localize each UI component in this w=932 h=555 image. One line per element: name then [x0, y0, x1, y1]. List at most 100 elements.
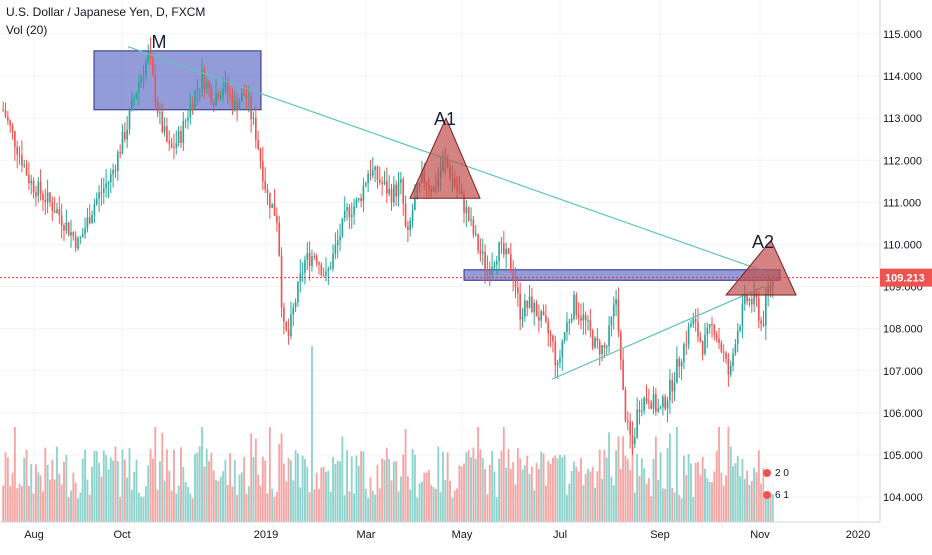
candle	[269, 192, 271, 208]
volume-bar	[675, 427, 678, 522]
candle	[713, 324, 716, 335]
candle	[650, 402, 653, 409]
volume-bar	[615, 450, 618, 522]
candle	[4, 109, 7, 118]
volume-bar	[598, 449, 601, 522]
volume-bar	[332, 457, 334, 522]
candle	[271, 203, 274, 208]
candle	[526, 300, 529, 308]
candle	[23, 164, 26, 166]
volume-bar	[460, 466, 463, 522]
volume-bar	[348, 491, 351, 522]
volume-bar	[154, 427, 157, 522]
volume-bar	[729, 446, 732, 522]
candle	[559, 357, 561, 363]
volume-bar	[4, 452, 7, 522]
volume-bar	[278, 443, 281, 522]
candle	[140, 76, 143, 83]
candle	[601, 345, 603, 355]
candle	[109, 174, 112, 182]
volume-bar	[542, 453, 545, 522]
candle	[292, 307, 295, 315]
candle	[105, 183, 107, 189]
volume-bar	[596, 471, 599, 522]
candle	[159, 112, 161, 114]
volume-bar	[261, 456, 264, 522]
volume-bar	[750, 480, 753, 522]
candle	[509, 253, 512, 272]
candle	[631, 435, 634, 445]
volume-bar	[137, 492, 140, 522]
volume-bar	[704, 468, 706, 522]
volume-bar	[582, 485, 585, 522]
badge-background	[764, 462, 794, 494]
volume-bar	[488, 465, 491, 522]
candle	[481, 251, 484, 254]
volume-bar	[27, 485, 30, 522]
volume-bar	[163, 480, 166, 522]
candle	[142, 75, 145, 77]
candle	[648, 401, 650, 403]
price-axis[interactable]: 115.000 114.000 113.000 112.000 111.000 110.0…	[883, 29, 923, 504]
candle	[180, 131, 182, 143]
volume-bar	[519, 458, 522, 522]
candle	[243, 92, 245, 96]
candle	[502, 243, 505, 255]
time-axis[interactable]: Aug Oct 2019 Mar May Jul Sep Nov 2020	[24, 529, 870, 541]
volume-bar	[210, 452, 213, 522]
volume-bar	[392, 461, 395, 522]
volume-bar	[647, 477, 650, 522]
candle	[748, 299, 751, 302]
volume-bar	[180, 447, 182, 522]
volume-bar	[292, 480, 295, 522]
candle	[240, 92, 243, 102]
annotations: M A1 A2	[152, 32, 775, 252]
candle	[610, 316, 613, 326]
volume-bar	[713, 471, 716, 522]
volume-bar	[481, 458, 484, 522]
volume-bar	[77, 498, 79, 522]
candle	[699, 336, 702, 342]
candle	[210, 87, 213, 104]
candle	[88, 217, 91, 224]
candle	[727, 358, 730, 375]
candle	[573, 294, 575, 319]
candle	[718, 338, 720, 343]
candle	[77, 238, 79, 249]
volume-bar	[165, 449, 168, 522]
candle	[58, 209, 61, 216]
volume-bar	[605, 457, 608, 522]
volume-bar	[554, 455, 557, 522]
volume-bar	[65, 454, 68, 522]
candle	[278, 222, 281, 256]
candle	[208, 82, 210, 88]
candle	[690, 324, 692, 327]
volume-bar	[259, 485, 262, 522]
volume-bar	[692, 497, 695, 522]
volume-bar	[313, 489, 316, 522]
annotation-a2: A2	[752, 232, 774, 252]
candle	[226, 80, 229, 93]
candle	[514, 280, 517, 288]
volume-bar	[264, 460, 267, 522]
volume-bar	[502, 427, 505, 522]
candle	[662, 396, 664, 408]
candle	[102, 188, 105, 193]
volume-legend: Vol (20)	[6, 23, 48, 37]
volume-bar	[390, 480, 393, 522]
time-tick-label: Aug	[24, 529, 44, 541]
volume-bar	[37, 472, 40, 522]
volume-bar	[140, 496, 143, 522]
volume-bar	[608, 432, 611, 522]
volume-bar	[173, 449, 175, 522]
volume-bar	[222, 471, 225, 522]
candle	[498, 242, 500, 262]
candle	[205, 82, 208, 90]
volume-bar	[741, 459, 744, 522]
volume-bar	[654, 436, 657, 522]
volume-bar	[760, 483, 763, 522]
price-tick-label: 111.000	[883, 197, 921, 209]
volume-bar	[566, 494, 568, 522]
